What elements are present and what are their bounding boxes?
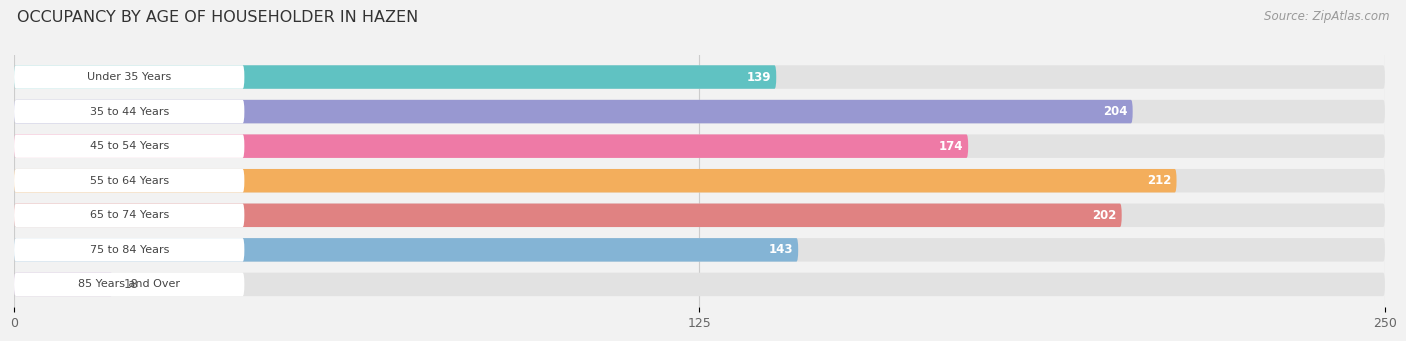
Text: Source: ZipAtlas.com: Source: ZipAtlas.com — [1264, 10, 1389, 23]
Text: 55 to 64 Years: 55 to 64 Years — [90, 176, 169, 186]
FancyBboxPatch shape — [14, 100, 1385, 123]
Text: 85 Years and Over: 85 Years and Over — [79, 279, 180, 290]
FancyBboxPatch shape — [14, 273, 1385, 296]
Text: 212: 212 — [1147, 174, 1171, 187]
Text: 65 to 74 Years: 65 to 74 Years — [90, 210, 169, 220]
FancyBboxPatch shape — [14, 204, 245, 227]
FancyBboxPatch shape — [14, 273, 112, 296]
Text: 143: 143 — [768, 243, 793, 256]
FancyBboxPatch shape — [14, 204, 1385, 227]
FancyBboxPatch shape — [14, 65, 245, 89]
Text: 45 to 54 Years: 45 to 54 Years — [90, 141, 169, 151]
FancyBboxPatch shape — [14, 169, 245, 192]
FancyBboxPatch shape — [14, 204, 1122, 227]
Text: 75 to 84 Years: 75 to 84 Years — [90, 245, 169, 255]
Text: 139: 139 — [747, 71, 770, 84]
Text: 35 to 44 Years: 35 to 44 Years — [90, 107, 169, 117]
FancyBboxPatch shape — [14, 100, 245, 123]
FancyBboxPatch shape — [14, 65, 776, 89]
FancyBboxPatch shape — [14, 238, 1385, 262]
FancyBboxPatch shape — [14, 134, 245, 158]
Text: 18: 18 — [124, 278, 139, 291]
Text: Under 35 Years: Under 35 Years — [87, 72, 172, 82]
FancyBboxPatch shape — [14, 100, 1133, 123]
FancyBboxPatch shape — [14, 169, 1177, 192]
FancyBboxPatch shape — [14, 134, 1385, 158]
Text: 202: 202 — [1092, 209, 1116, 222]
FancyBboxPatch shape — [14, 65, 1385, 89]
FancyBboxPatch shape — [14, 238, 799, 262]
Text: 204: 204 — [1102, 105, 1128, 118]
FancyBboxPatch shape — [14, 134, 969, 158]
Text: 174: 174 — [938, 140, 963, 153]
FancyBboxPatch shape — [14, 169, 1385, 192]
Text: OCCUPANCY BY AGE OF HOUSEHOLDER IN HAZEN: OCCUPANCY BY AGE OF HOUSEHOLDER IN HAZEN — [17, 10, 418, 25]
FancyBboxPatch shape — [14, 238, 245, 262]
FancyBboxPatch shape — [14, 273, 245, 296]
